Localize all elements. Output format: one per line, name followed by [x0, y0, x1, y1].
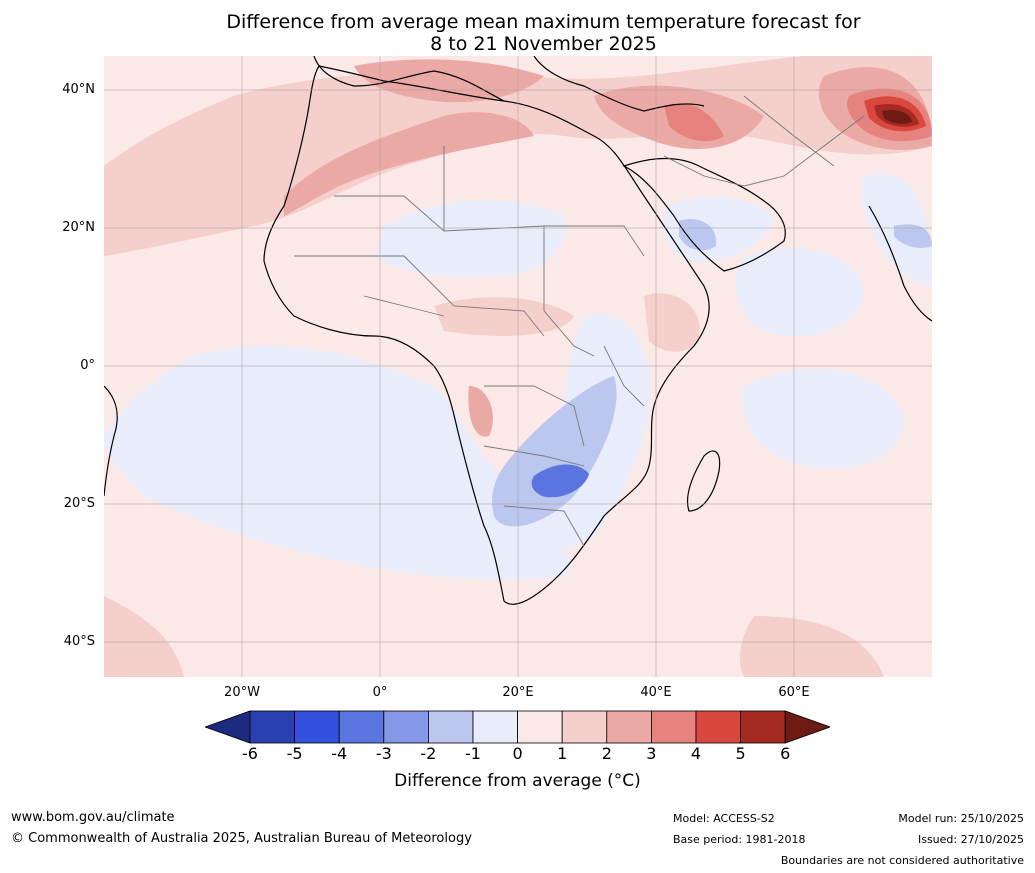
lat-label-20s: 20°S	[63, 496, 95, 511]
forecast-map	[104, 56, 932, 677]
anomaly-warm-congo	[468, 386, 493, 437]
colorbar-tick-label: 2	[601, 744, 612, 763]
anomaly-cool-arabian-sea	[735, 248, 864, 336]
colorbar-tick-label: -3	[375, 744, 392, 763]
colorbar-extend-low	[205, 710, 251, 744]
colorbar-tick-label: 0	[512, 744, 523, 763]
lat-label-40n: 40°N	[62, 82, 95, 97]
map-title-line1: Difference from average mean maximum tem…	[226, 11, 861, 33]
colorbar-segment	[561, 710, 608, 744]
colorbar-segment	[427, 710, 474, 744]
colorbar	[205, 710, 830, 744]
lon-label-40e: 40°E	[640, 685, 672, 700]
colorbar-segment	[740, 710, 786, 744]
colorbar-segment	[383, 710, 429, 744]
arabia-coastline	[622, 157, 786, 272]
colorbar-segment	[695, 710, 741, 744]
anomaly-warm-europe	[354, 59, 544, 103]
anomaly-cool-zimbabwe	[531, 464, 589, 498]
lon-label-60e: 60°E	[778, 685, 810, 700]
anomaly-warm-west-atlantic	[104, 596, 184, 677]
anomaly-warm-morocco	[284, 112, 534, 216]
colorbar-tick-label: 5	[735, 744, 746, 763]
anomaly-warm-central-asia-6	[882, 110, 912, 124]
footer-model-run: Model run: 25/10/2025	[898, 812, 1024, 825]
colorbar-tick-label: 1	[557, 744, 568, 763]
colorbar-segment	[294, 710, 340, 744]
footer-website: www.bom.gov.au/climate	[11, 810, 175, 825]
colorbar-tick-label: 3	[646, 744, 657, 763]
anomaly-warm-east-africa	[644, 293, 700, 352]
anomaly-warm-turkey	[664, 103, 724, 142]
lon-label-0: 0°	[372, 685, 388, 700]
colorbar-tick-label: 6	[780, 744, 791, 763]
anomaly-cool-arabia-2	[679, 218, 717, 251]
lat-label-0: 0°	[80, 358, 95, 373]
lon-label-20e: 20°E	[502, 685, 534, 700]
colorbar-tick-label: -5	[286, 744, 303, 763]
anomaly-cool-zambia	[492, 376, 617, 527]
colorbar-segment	[517, 710, 563, 744]
colorbar-tick-label: -6	[242, 744, 258, 763]
europe-coastline	[313, 56, 705, 112]
anomaly-cool-atlantic	[104, 346, 571, 581]
colorbar-tick-label: 4	[690, 744, 702, 763]
lat-label-40s: 40°S	[63, 634, 95, 649]
footer-model: Model: ACCESS-S2	[673, 812, 775, 825]
colorbar-segment	[338, 710, 385, 744]
colorbar-tick-label: -2	[420, 744, 437, 763]
madagascar-coastline	[686, 450, 721, 512]
anomaly-warm-south-indian	[739, 616, 884, 677]
south-america-coastline	[104, 385, 118, 497]
legend-title: Difference from average (°C)	[394, 771, 641, 791]
graticule	[104, 56, 932, 677]
colorbar-segment	[249, 710, 295, 744]
colorbar-extend-high	[784, 710, 830, 744]
colorbar-tick-label: -1	[465, 744, 481, 763]
colorbar-segment	[650, 710, 697, 744]
colorbar-segment	[606, 710, 652, 744]
footer-base-period: Base period: 1981-2018	[673, 833, 806, 846]
footer-disclaimer: Boundaries are not considered authoritat…	[780, 854, 1024, 867]
footer-copyright: © Commonwealth of Australia 2025, Austra…	[11, 831, 472, 846]
lat-label-20n: 20°N	[62, 220, 95, 235]
colorbar-tick-label: -4	[331, 744, 348, 763]
africa-coastline	[263, 65, 710, 605]
footer-issued: Issued: 27/10/2025	[917, 833, 1024, 846]
anomaly-cool-india-2	[894, 224, 932, 248]
anomaly-cool-indian-ocean	[742, 369, 904, 469]
india-coastline	[868, 205, 932, 322]
lon-label-20w: 20°W	[224, 685, 260, 700]
map-title-line2: 8 to 21 November 2025	[430, 33, 657, 55]
colorbar-segment	[472, 710, 518, 744]
